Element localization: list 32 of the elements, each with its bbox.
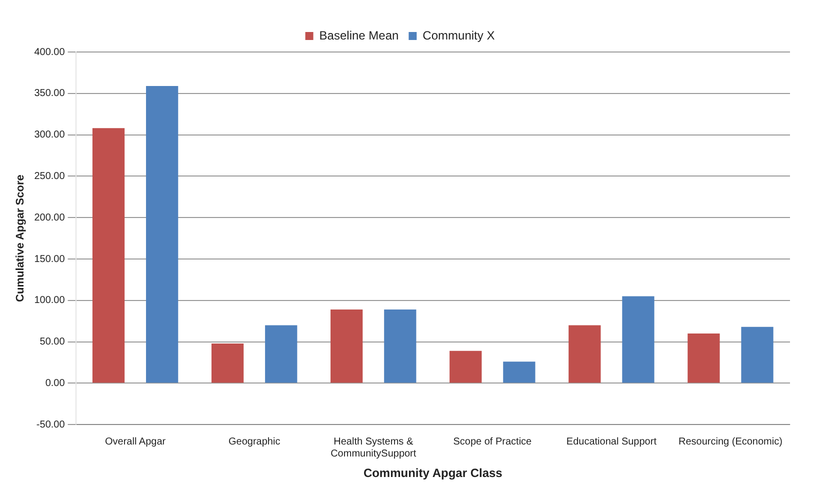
y-tick-label: 400.00 (34, 46, 66, 58)
bar (265, 325, 298, 383)
y-tick-label: 100.00 (34, 295, 66, 306)
y-tick-label: 0.00 (45, 378, 66, 389)
legend-label: Baseline Mean (319, 28, 399, 42)
x-tick-label: Geographic (228, 436, 280, 448)
x-axis-title: Community Apgar Class (363, 466, 503, 480)
bar (330, 310, 363, 383)
bar (741, 326, 774, 383)
bar (92, 128, 125, 383)
bar (146, 86, 178, 383)
x-tick-label: Resourcing (Economic) (678, 436, 782, 448)
y-tick-label: 250.00 (34, 170, 66, 182)
x-tick-label: Educational Support (566, 436, 657, 448)
bar (503, 362, 536, 383)
y-tick-label: 50.00 (40, 336, 66, 348)
bar (450, 350, 482, 383)
x-tick-label: Overall Apgar (105, 436, 166, 448)
y-tick-label: -50.00 (36, 419, 66, 430)
y-tick-label: 150.00 (34, 254, 66, 265)
bar (622, 296, 654, 383)
x-tick-label: Health Systems & CommunitySupport (330, 436, 416, 460)
x-tick-label: Scope of Practice (453, 436, 532, 448)
y-axis-title: Cumulative Apgar Score (14, 174, 27, 302)
bar (568, 325, 601, 383)
bar (688, 334, 720, 383)
y-tick-label: 350.00 (34, 88, 66, 100)
y-tick-label: 200.00 (34, 212, 66, 224)
y-tick-label: 300.00 (34, 130, 66, 141)
bar (211, 343, 244, 383)
bar (384, 310, 416, 383)
legend-label: Community X (422, 28, 495, 42)
